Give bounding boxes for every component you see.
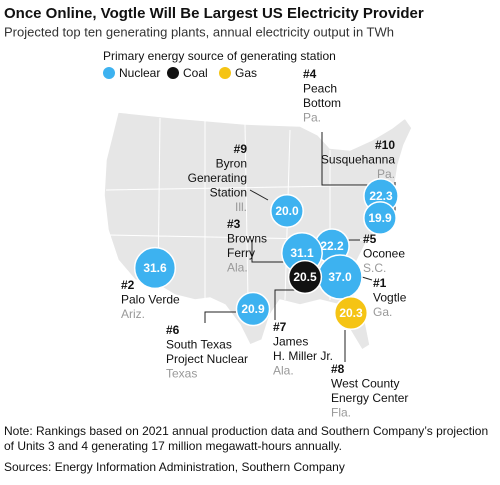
station-name: Station xyxy=(210,186,247,200)
rank: #4 xyxy=(303,67,317,81)
rank: #6 xyxy=(166,323,180,337)
bubble-value: 20.3 xyxy=(339,306,363,320)
rank: #1 xyxy=(373,276,387,290)
station-name: Project Nuclear xyxy=(166,352,248,366)
subtitle: Projected top ten generating plants, ann… xyxy=(4,24,394,39)
rank: #5 xyxy=(363,232,377,246)
leader-line xyxy=(249,189,269,201)
station-name: Byron xyxy=(216,157,247,171)
leaders xyxy=(204,132,396,362)
legend: Nuclear Coal Gas xyxy=(103,66,257,80)
legend-swatch xyxy=(219,67,231,79)
bubbles: 31.6 20.0 20.9 22.3 19.9 22.2 31.1 37.0 20.5 20.3 xyxy=(133,178,399,331)
station-name: West County xyxy=(331,377,399,391)
leader-line xyxy=(251,240,290,263)
station-name: Energy Center xyxy=(331,391,408,405)
station-name: Susquehanna xyxy=(321,153,395,167)
leader-line xyxy=(361,276,373,281)
bubble xyxy=(235,291,271,327)
legend-title: Primary energy source of generating stat… xyxy=(103,49,336,63)
note: Note: Rankings based on 2021 annual prod… xyxy=(4,424,488,438)
title: Once Online, Vogtle Will Be Largest US E… xyxy=(4,5,424,22)
station-name: South Texas xyxy=(166,338,232,352)
bubble-value: 22.2 xyxy=(320,239,344,253)
rank: #8 xyxy=(331,362,345,376)
state: Pa. xyxy=(303,111,321,125)
station-name: Bottom xyxy=(303,96,341,110)
bubble-value: 19.9 xyxy=(368,211,392,225)
legend-label: Nuclear xyxy=(119,66,160,80)
legend-label: Gas xyxy=(235,66,257,80)
bubble xyxy=(363,201,397,235)
bubble xyxy=(333,295,369,331)
state: Pa. xyxy=(377,167,395,181)
bubble xyxy=(133,246,177,290)
rank: #10 xyxy=(375,138,395,152)
station-name: Generating xyxy=(188,171,247,185)
bubble xyxy=(270,194,304,228)
station-name: Palo Verde xyxy=(121,293,180,307)
state: Ill. xyxy=(235,200,247,214)
bubble-value: 20.9 xyxy=(241,302,265,316)
station-name: Ferry xyxy=(227,246,255,260)
state: Ala. xyxy=(227,261,248,275)
rank: #2 xyxy=(121,278,135,292)
bubble-value: 20.0 xyxy=(275,204,299,218)
bubble-value: 31.1 xyxy=(290,246,314,260)
station-name: James xyxy=(273,335,308,349)
rank: #3 xyxy=(227,217,241,231)
station-name: Peach xyxy=(303,82,337,96)
bubble-value: 20.5 xyxy=(293,270,317,284)
state: Ga. xyxy=(373,305,392,319)
station-name: Browns xyxy=(227,232,267,246)
legend-swatch xyxy=(103,67,115,79)
station-name: Vogtle xyxy=(373,291,407,305)
rank: #9 xyxy=(234,142,248,156)
station-name: Oconee xyxy=(363,247,405,261)
bubble-value: 37.0 xyxy=(328,270,352,284)
bubble-value: 22.3 xyxy=(369,189,393,203)
state: Texas xyxy=(166,367,197,381)
leader-line xyxy=(274,289,295,320)
rank: #7 xyxy=(273,320,287,334)
leader-line xyxy=(204,311,240,323)
leader-line xyxy=(321,132,370,186)
legend-label: Coal xyxy=(183,66,208,80)
bubble xyxy=(287,259,323,295)
note: of Units 3 and 4 generating 17 million m… xyxy=(4,439,342,453)
bubble-value: 31.6 xyxy=(143,261,167,275)
state: Fla. xyxy=(331,406,351,420)
sources: Sources: Energy Information Administrati… xyxy=(4,460,345,474)
legend-swatch xyxy=(167,67,179,79)
station-name: H. Miller Jr. xyxy=(273,349,333,363)
state: S.C. xyxy=(363,261,386,275)
state: Ariz. xyxy=(121,307,145,321)
state: Ala. xyxy=(273,364,294,378)
